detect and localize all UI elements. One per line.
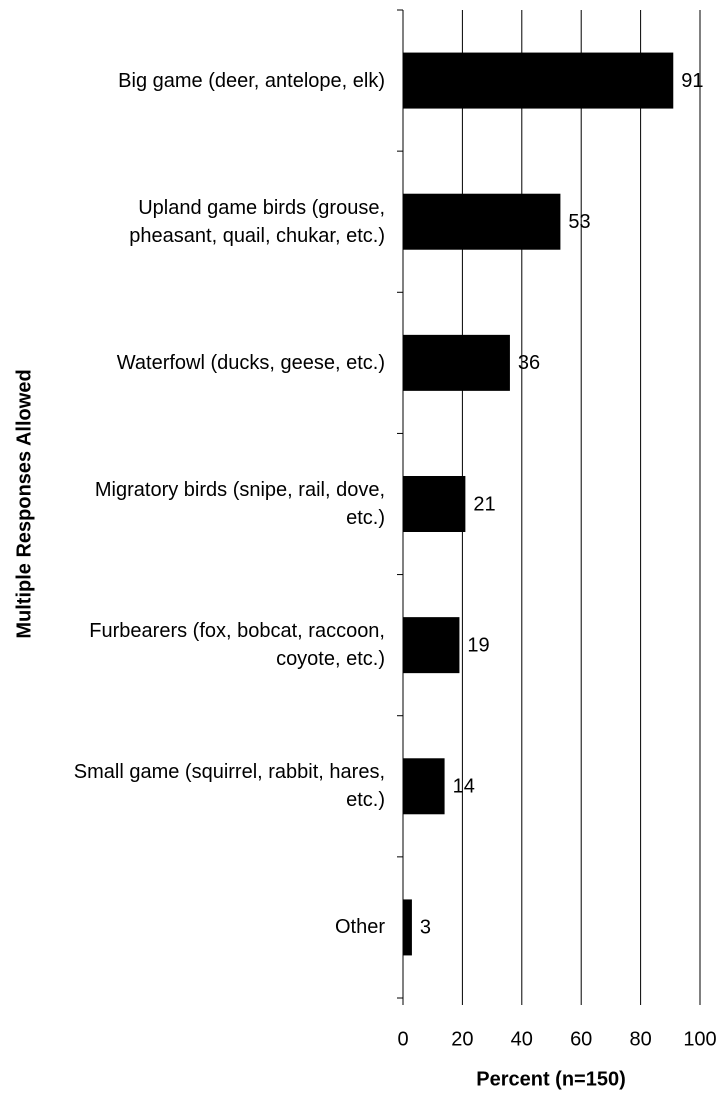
y-tick-label: Big game (deer, antelope, elk) — [118, 69, 385, 92]
value-label: 21 — [473, 493, 495, 515]
x-axis-title: Percent (n=150) — [476, 1068, 626, 1090]
category-label-box: Big game (deer, antelope, elk) — [118, 69, 385, 92]
value-label: 36 — [518, 352, 540, 374]
bar — [403, 899, 412, 956]
x-tick-label: 60 — [570, 1028, 592, 1050]
value-label: 3 — [420, 917, 431, 939]
y-tick-label: Upland game birds (grouse, pheasant, qua… — [129, 196, 385, 247]
category-label-box: Small game (squirrel, rabbit, hares, etc… — [73, 761, 385, 812]
value-label: 19 — [467, 634, 489, 656]
bar — [403, 334, 510, 391]
y-axis-title: Multiple Responses Allowed — [13, 369, 35, 638]
value-label: 14 — [453, 776, 475, 798]
bar — [403, 52, 674, 109]
x-tick-label: 0 — [397, 1028, 408, 1050]
x-tick-label: 100 — [683, 1028, 716, 1050]
bar — [403, 476, 466, 532]
y-tick-label: Other — [334, 916, 385, 939]
bar — [403, 758, 445, 815]
category-label-box: Upland game birds (grouse, pheasant, qua… — [129, 196, 385, 247]
y-tick-label: Furbearers (fox, bobcat, raccoon, coyote… — [89, 620, 385, 671]
category-label-box: Furbearers (fox, bobcat, raccoon, coyote… — [89, 620, 385, 671]
bar — [403, 617, 460, 674]
value-label: 53 — [568, 211, 590, 233]
value-label: 91 — [681, 70, 703, 92]
x-tick-label: 40 — [511, 1028, 533, 1050]
x-tick-label: 80 — [629, 1028, 651, 1050]
bar — [403, 193, 561, 250]
category-label-box: Migratory birds (snipe, rail, dove, etc.… — [94, 479, 385, 529]
y-tick-label: Waterfowl (ducks, geese, etc.) — [116, 351, 385, 374]
y-tick-label: Migratory birds (snipe, rail, dove, etc.… — [94, 479, 385, 529]
x-tick-label: 20 — [451, 1028, 473, 1050]
category-label-box: Other — [334, 916, 385, 939]
category-label-box: Waterfowl (ducks, geese, etc.) — [116, 351, 385, 374]
y-tick-label: Small game (squirrel, rabbit, hares, etc… — [73, 761, 385, 812]
